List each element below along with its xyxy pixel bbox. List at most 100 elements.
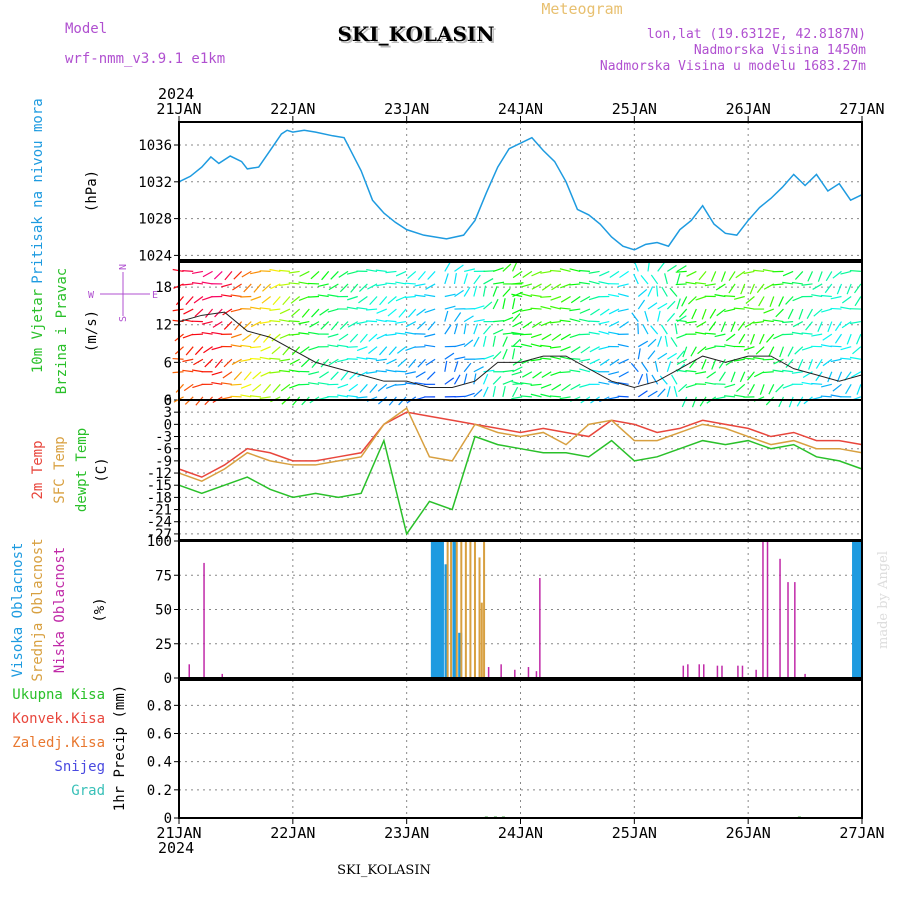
wind-barb (841, 271, 852, 274)
cloud-bar-niska-oblacnost (698, 664, 700, 678)
wind-barb (484, 374, 488, 384)
wind-barb (417, 309, 426, 315)
temp-unit: (C) (94, 457, 110, 482)
wind-barb (183, 334, 193, 338)
wind-barb (182, 370, 193, 371)
wind-barb (769, 347, 774, 357)
wind-barb (840, 307, 851, 309)
wind-barb (493, 286, 497, 296)
wind-barb (493, 321, 504, 322)
wind-barb (503, 386, 505, 397)
wind-barb (734, 308, 745, 309)
wind-barb (855, 297, 861, 306)
wind-barb (378, 384, 387, 391)
wind-barb (396, 297, 406, 301)
cloud-bar-niska-oblacnost (514, 670, 516, 678)
wind-barb (707, 372, 716, 378)
wind-barb (359, 284, 367, 292)
wind-barb (648, 351, 655, 360)
wind-unit: (m/s) (84, 310, 100, 352)
wind-barb (717, 309, 726, 316)
wind-barb (454, 312, 460, 321)
wind-barb (705, 347, 716, 350)
xtick-label-bottom: 25JAN (612, 824, 657, 842)
wind-barb (493, 268, 503, 272)
wind-barb (454, 344, 465, 347)
wind-barb (825, 284, 832, 293)
cloud-bar-niska-oblacnost (687, 664, 689, 678)
wind-barb (328, 295, 339, 297)
wind-barb (454, 396, 465, 397)
wind-barb (590, 359, 600, 364)
pressure-unit: (hPa) (84, 170, 100, 212)
wind-barb (551, 372, 561, 376)
wind-barb (308, 383, 319, 385)
wind-barb (414, 347, 425, 348)
compass-e: E (152, 290, 158, 301)
panel-frame-temperature (179, 400, 862, 540)
wind-barb (818, 271, 822, 281)
wind-barb (682, 397, 686, 407)
wind-barb (360, 384, 367, 392)
wind-barb (579, 319, 590, 321)
wind-barb (764, 284, 774, 289)
wind-barb (474, 337, 479, 347)
wind-barb (619, 359, 629, 364)
ytick-label-precip: 0.2 (147, 783, 172, 799)
wind-barb (389, 347, 396, 355)
wind-barb (521, 344, 532, 346)
wind-barb (183, 309, 193, 314)
wind-barb (842, 322, 851, 328)
wind-barb (667, 301, 675, 309)
wind-barb (338, 384, 348, 388)
wind-barb (503, 337, 507, 347)
wind-barb (221, 295, 232, 297)
panels: 1024102810321036061218-27-24-21-18-15-12… (10, 98, 885, 842)
wind-barb (356, 308, 367, 309)
wind-barb (677, 359, 687, 364)
wind-barb (802, 382, 813, 384)
wind-barb (579, 271, 590, 272)
wind-barb (428, 271, 435, 279)
wind-barb (484, 302, 492, 309)
wind-barb (658, 336, 662, 346)
wind-barb (773, 320, 784, 322)
wind-barb (550, 306, 561, 309)
wind-barb (531, 384, 542, 385)
wind-barb (608, 372, 619, 375)
wind-barb (608, 397, 619, 399)
wind-barb (705, 333, 716, 334)
wind-barb (550, 322, 561, 323)
wind-barb (675, 323, 677, 334)
wind-barb (696, 297, 706, 301)
model-label: Model (65, 21, 107, 37)
wind-barb (531, 295, 542, 297)
wind-barb (531, 334, 541, 337)
wind-barb (254, 284, 261, 292)
wind-barb (658, 263, 665, 272)
wind-barb (299, 282, 310, 284)
wind-barb (328, 334, 339, 337)
wind-barb (764, 309, 774, 313)
wind-barb (808, 271, 813, 281)
wind-barb (782, 282, 793, 284)
wind-barb (589, 297, 600, 300)
xtick-label-bottom: 27JAN (839, 824, 884, 842)
wind-barb (753, 322, 764, 323)
cloud-bar-niska-oblacnost (742, 666, 744, 678)
wind-barb (846, 384, 852, 393)
wind-barb (340, 284, 348, 292)
wind-barb (513, 339, 521, 347)
wind-barb (811, 383, 822, 384)
wind-barb (386, 384, 396, 388)
wind-barb (835, 322, 841, 331)
wind-barb (308, 372, 319, 375)
wind-barb (356, 397, 367, 398)
wind-barb (272, 347, 280, 354)
xtick-label-bottom: 26JAN (726, 824, 771, 842)
wind-barb (252, 384, 261, 391)
wind-barb (561, 297, 570, 303)
wind-barb (715, 295, 726, 297)
cloud-ylabel-high: Visoka Oblacnost (10, 543, 26, 678)
wind-barb (385, 271, 396, 272)
